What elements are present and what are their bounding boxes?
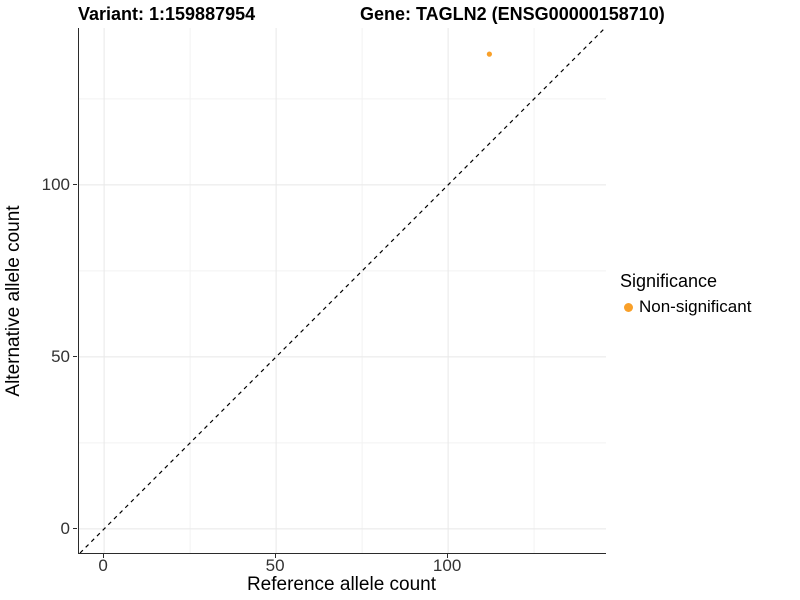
variant-title: Variant: 1:159887954 xyxy=(78,4,256,24)
x-axis-tick-mark xyxy=(102,554,104,558)
x-axis-title: Reference allele count xyxy=(246,574,437,595)
data-point xyxy=(486,51,492,57)
x-axis-tick-label: 0 xyxy=(98,556,108,575)
y-axis-tick-label: 50 xyxy=(51,346,70,366)
x-axis-tick-mark xyxy=(446,554,448,558)
plot-panel xyxy=(78,28,606,554)
x-axis-tick-label: 50 xyxy=(265,556,285,575)
y-axis-tick-label: 0 xyxy=(60,518,70,538)
legend-point-icon xyxy=(624,302,633,312)
y-axis-tick-mark xyxy=(73,528,77,530)
legend-item: Non-significant xyxy=(620,296,751,318)
legend-title: Significance xyxy=(620,271,718,291)
y-axis-tick-label: 100 xyxy=(41,174,70,194)
gene-title: Gene: TAGLN2 (ENSG00000158710) xyxy=(360,4,665,24)
legend: Significance Non-significant xyxy=(620,271,751,318)
y-axis-tick-mark xyxy=(73,356,77,358)
identity-reference-line xyxy=(79,28,606,553)
x-axis-tick-mark xyxy=(274,554,276,558)
legend-item-label: Non-significant xyxy=(639,297,752,316)
y-axis-title: Alternative allele count xyxy=(3,205,24,397)
y-axis-tick-mark xyxy=(73,184,77,186)
plot-area xyxy=(79,28,606,553)
x-axis-tick-label: 100 xyxy=(432,556,462,575)
